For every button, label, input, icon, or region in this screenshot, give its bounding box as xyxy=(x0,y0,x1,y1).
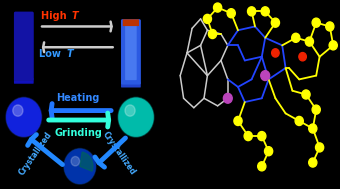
Circle shape xyxy=(64,149,96,184)
Circle shape xyxy=(234,116,242,125)
Circle shape xyxy=(312,105,320,114)
Circle shape xyxy=(316,143,324,152)
FancyBboxPatch shape xyxy=(14,12,34,81)
Wedge shape xyxy=(80,152,93,171)
Circle shape xyxy=(265,147,273,156)
Circle shape xyxy=(13,105,23,116)
Circle shape xyxy=(223,93,232,103)
Circle shape xyxy=(214,3,222,12)
Text: Crystallized: Crystallized xyxy=(17,130,54,177)
Circle shape xyxy=(309,124,317,133)
Circle shape xyxy=(71,156,80,166)
Circle shape xyxy=(258,162,266,171)
Text: T: T xyxy=(66,49,73,59)
Circle shape xyxy=(299,53,306,61)
FancyBboxPatch shape xyxy=(121,19,141,85)
Text: Crystallized: Crystallized xyxy=(101,130,137,177)
Circle shape xyxy=(309,158,317,167)
FancyBboxPatch shape xyxy=(123,19,139,26)
Circle shape xyxy=(244,132,252,141)
Circle shape xyxy=(305,37,313,46)
Circle shape xyxy=(326,22,334,31)
FancyBboxPatch shape xyxy=(121,19,141,85)
FancyBboxPatch shape xyxy=(14,78,34,84)
Circle shape xyxy=(227,9,235,18)
Circle shape xyxy=(248,7,256,16)
Text: High: High xyxy=(41,11,70,21)
Text: Grinding: Grinding xyxy=(54,128,102,138)
FancyBboxPatch shape xyxy=(125,24,137,80)
FancyBboxPatch shape xyxy=(121,82,141,88)
Circle shape xyxy=(271,18,279,27)
Text: T: T xyxy=(71,11,78,21)
Circle shape xyxy=(329,41,337,50)
Circle shape xyxy=(118,97,154,137)
Circle shape xyxy=(7,98,41,136)
Circle shape xyxy=(261,7,269,16)
Circle shape xyxy=(208,29,217,39)
Text: Low: Low xyxy=(39,49,65,59)
Circle shape xyxy=(295,116,303,125)
FancyBboxPatch shape xyxy=(121,19,141,85)
Circle shape xyxy=(272,49,279,57)
FancyBboxPatch shape xyxy=(14,12,34,81)
Circle shape xyxy=(65,149,95,183)
Circle shape xyxy=(119,98,153,136)
Circle shape xyxy=(261,71,270,81)
Circle shape xyxy=(258,132,266,141)
Circle shape xyxy=(292,33,300,42)
Text: Heating: Heating xyxy=(56,93,100,103)
Circle shape xyxy=(203,14,211,23)
Circle shape xyxy=(302,90,310,99)
Circle shape xyxy=(125,105,135,116)
Circle shape xyxy=(312,18,320,27)
FancyBboxPatch shape xyxy=(14,12,34,81)
Circle shape xyxy=(6,97,42,137)
